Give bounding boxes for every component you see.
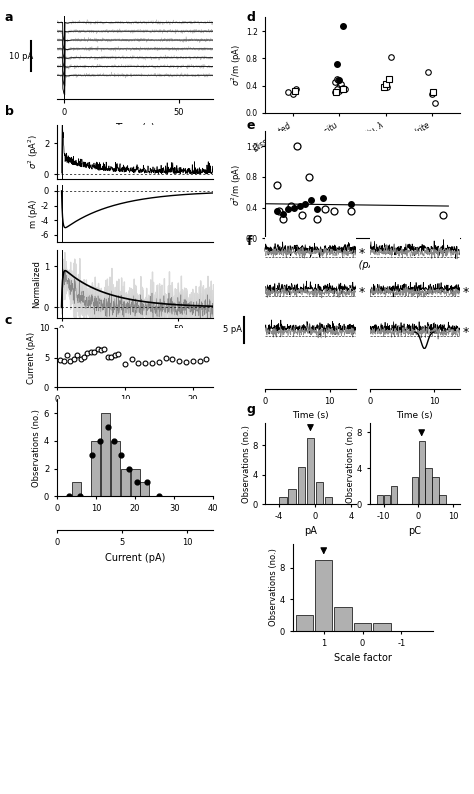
Bar — [289, 489, 296, 504]
Text: 10 pA: 10 pA — [9, 52, 34, 61]
Text: d: d — [246, 11, 255, 25]
Bar — [101, 413, 110, 496]
Point — [88, 449, 96, 461]
Bar — [316, 482, 323, 504]
Bar — [315, 560, 332, 631]
Bar — [140, 483, 149, 496]
Point — [155, 490, 162, 503]
Text: *: * — [463, 287, 469, 299]
X-axis label: Time (min): Time (min) — [109, 410, 162, 420]
Text: f: f — [246, 234, 252, 248]
Bar — [335, 607, 352, 631]
Y-axis label: Current (pA): Current (pA) — [27, 332, 36, 384]
Text: *: * — [358, 247, 365, 260]
X-axis label: Time (s): Time (s) — [115, 340, 155, 350]
Bar — [298, 468, 305, 504]
Point — [133, 476, 141, 489]
Y-axis label: $\sigma^2$ (pA$^2$): $\sigma^2$ (pA$^2$) — [27, 134, 41, 169]
Text: c: c — [5, 314, 12, 327]
X-axis label: Time (s): Time (s) — [292, 411, 329, 420]
X-axis label: Scale factor: Scale factor — [334, 653, 392, 664]
X-axis label: pC: pC — [408, 526, 421, 537]
X-axis label: Time (s): Time (s) — [396, 411, 433, 420]
Bar — [374, 623, 391, 631]
Bar — [280, 497, 287, 504]
Bar — [426, 468, 432, 504]
Bar — [111, 441, 120, 496]
Bar — [325, 497, 332, 504]
Point — [104, 421, 111, 434]
Y-axis label: Normalized: Normalized — [32, 260, 41, 308]
X-axis label: m (pA): m (pA) — [346, 260, 379, 271]
Point — [118, 449, 125, 461]
Bar — [121, 468, 130, 496]
X-axis label: Time (s): Time (s) — [115, 123, 155, 133]
Text: g: g — [246, 403, 255, 416]
Bar — [391, 486, 397, 504]
Point — [143, 476, 151, 489]
Text: b: b — [5, 105, 14, 118]
Text: *: * — [463, 326, 469, 339]
Bar — [307, 438, 314, 504]
Text: 5 pA: 5 pA — [223, 326, 242, 334]
Bar — [296, 615, 313, 631]
Text: e: e — [246, 118, 255, 132]
Bar — [411, 477, 418, 504]
Y-axis label: Observations (no.): Observations (no.) — [269, 549, 278, 626]
Bar — [91, 441, 100, 496]
Point — [76, 490, 84, 503]
Text: *: * — [358, 287, 365, 299]
Y-axis label: Observations (no.): Observations (no.) — [32, 409, 41, 487]
Point — [65, 490, 73, 503]
Y-axis label: Observations (no.): Observations (no.) — [346, 425, 356, 503]
X-axis label: pA: pA — [304, 526, 317, 537]
Point — [110, 434, 118, 447]
Bar — [439, 495, 446, 504]
Bar — [72, 483, 81, 496]
Y-axis label: Observations (no.): Observations (no.) — [242, 425, 251, 503]
Bar — [419, 441, 425, 504]
Text: a: a — [5, 11, 13, 25]
Point — [96, 434, 104, 447]
X-axis label: Quantal content (ζ): Quantal content (ζ) — [87, 518, 183, 529]
X-axis label: Current (pA): Current (pA) — [105, 553, 165, 563]
Y-axis label: $\sigma^2$/m (pA): $\sigma^2$/m (pA) — [230, 164, 244, 206]
Y-axis label: m (pA): m (pA) — [29, 199, 38, 228]
Point — [126, 462, 133, 475]
Bar — [432, 477, 438, 504]
Bar — [384, 495, 390, 504]
Bar — [131, 468, 139, 496]
Y-axis label: $\sigma^2$/m (pA): $\sigma^2$/m (pA) — [230, 44, 244, 87]
Bar — [377, 495, 383, 504]
Bar — [354, 623, 371, 631]
